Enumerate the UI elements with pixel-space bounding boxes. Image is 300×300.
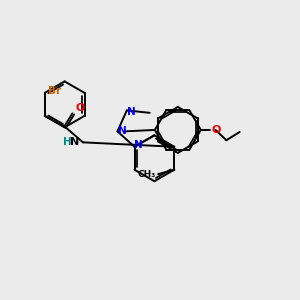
Text: N: N xyxy=(134,140,143,150)
Text: Br: Br xyxy=(48,85,62,95)
Text: N: N xyxy=(70,137,80,147)
Text: N: N xyxy=(118,126,127,136)
Text: O: O xyxy=(76,103,85,113)
Text: H: H xyxy=(63,137,72,147)
Text: N: N xyxy=(127,107,135,117)
Text: O: O xyxy=(212,125,221,135)
Text: CH₃: CH₃ xyxy=(137,170,156,179)
